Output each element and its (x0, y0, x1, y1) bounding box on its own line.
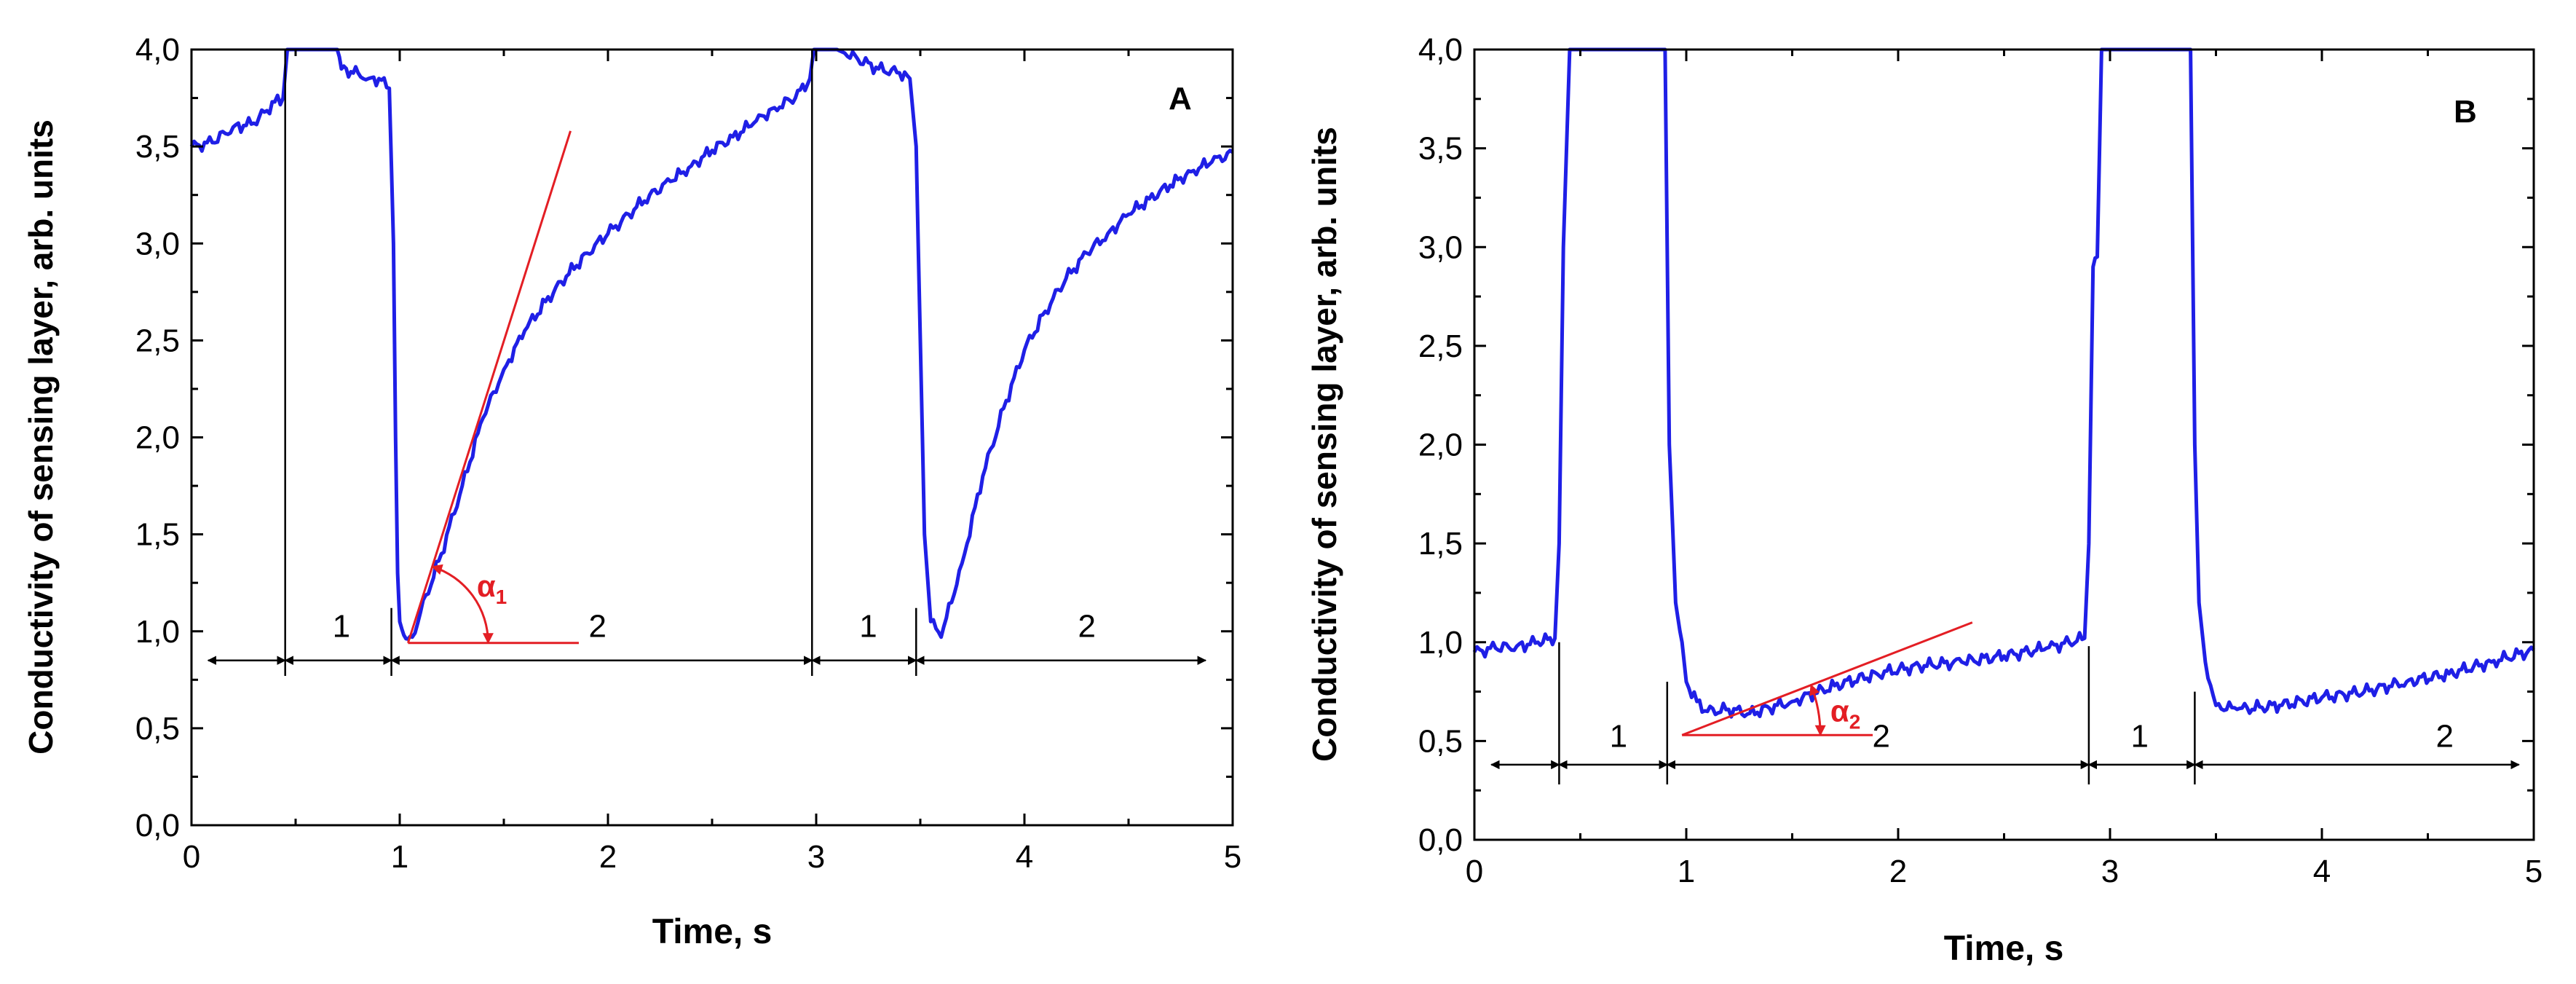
y-tick-label: 0,5 (135, 711, 180, 747)
x-tick-label: 1 (1678, 854, 1695, 889)
panel-a-letter: A (1169, 81, 1192, 117)
x-tick-label: 1 (391, 839, 408, 875)
panel-a: 1 2 1 2 α1 0 1 2 3 4 5 0,0 0,5 1,0 1,5 2,0 2,5 3,0 3,5 4,… (22, 32, 1241, 951)
x-tick-label: 4 (1016, 839, 1033, 875)
y-tick-label: 1,5 (135, 517, 180, 553)
segment-label: 1 (859, 609, 877, 645)
y-tick-label: 3,5 (1418, 131, 1463, 167)
segment-label: 2 (2436, 719, 2454, 755)
x-tick-label: 0 (183, 839, 200, 875)
x-tick-label: 4 (2313, 854, 2331, 889)
panel-b-y-ticks: 0,0 0,5 1,0 1,5 2,0 2,5 3,0 3,5 4,0 (1418, 32, 2534, 858)
x-tick-label: 5 (2525, 854, 2543, 889)
y-tick-label: 0,0 (135, 808, 180, 843)
y-tick-label: 2,5 (1418, 328, 1463, 364)
panel-b-plot-frame (1473, 48, 2535, 841)
panel-b-series-layer (1472, 47, 2535, 719)
angle-label: α1 (477, 569, 507, 608)
segment-label: 1 (2130, 719, 2148, 755)
panel-b-letter: B (2454, 94, 2477, 130)
angle-subscript: 1 (496, 586, 507, 608)
x-tick-label: 5 (1224, 839, 1241, 875)
panel-b-x-axis-label: Time, s (1944, 929, 2064, 968)
panel-a-x-axis-label: Time, s (652, 913, 773, 951)
panel-a-x-ticks: 0 1 2 3 4 5 (183, 50, 1241, 875)
series-line (1472, 47, 2535, 719)
y-tick-label: 3,0 (135, 226, 180, 261)
panel-a-y-ticks: 0,0 0,5 1,0 1,5 2,0 2,5 3,0 3,5 4,0 (135, 32, 1233, 843)
y-tick-label: 2,0 (1418, 428, 1463, 463)
y-tick-label: 3,5 (135, 129, 180, 165)
segment-label: 1 (333, 609, 350, 645)
x-tick-label: 0 (1466, 854, 1483, 889)
segment-label: 2 (1872, 719, 1889, 755)
x-tick-label: 2 (599, 839, 617, 875)
panel-b-y-axis-label: Conductivity of sensing layer, arb. unit… (1305, 127, 1343, 762)
angle-label: α2 (1830, 693, 1860, 733)
y-tick-label: 4,0 (1418, 32, 1463, 68)
y-tick-label: 0,5 (1418, 723, 1463, 759)
x-tick-label: 2 (1889, 854, 1907, 889)
x-tick-label: 3 (807, 839, 825, 875)
y-tick-label: 4,0 (135, 32, 180, 68)
segment-label: 2 (1078, 609, 1096, 645)
y-tick-label: 2,5 (135, 323, 180, 358)
angle-arc (1809, 684, 1826, 736)
panel-a-annotation-layer: 1 2 1 2 α1 (207, 50, 1207, 676)
panel-a-series-layer (189, 47, 1234, 641)
y-tick-label: 1,0 (135, 614, 180, 650)
y-tick-label: 1,5 (1418, 526, 1463, 562)
y-tick-label: 3,0 (1418, 229, 1463, 265)
y-tick-label: 0,0 (1418, 822, 1463, 858)
series-line (189, 47, 1234, 641)
segment-label: 2 (588, 609, 606, 645)
panel-b-x-ticks: 0 1 2 3 4 5 (1466, 50, 2543, 889)
tangent-line (1681, 621, 1973, 736)
y-tick-label: 1,0 (1418, 625, 1463, 661)
panel-a-y-axis-label: Conductivity of sensing layer, arb. unit… (22, 119, 60, 755)
y-tick-label: 2,0 (135, 420, 180, 456)
tangent-line (407, 130, 572, 644)
segment-label: 1 (1610, 719, 1627, 755)
angle-subscript: 2 (1849, 710, 1861, 733)
x-tick-label: 3 (2101, 854, 2119, 889)
angle-arc (431, 564, 494, 645)
panel-a-plot-frame (190, 48, 1234, 827)
panel-b-annotation-layer: 1 2 1 2α2 (1490, 621, 2520, 785)
